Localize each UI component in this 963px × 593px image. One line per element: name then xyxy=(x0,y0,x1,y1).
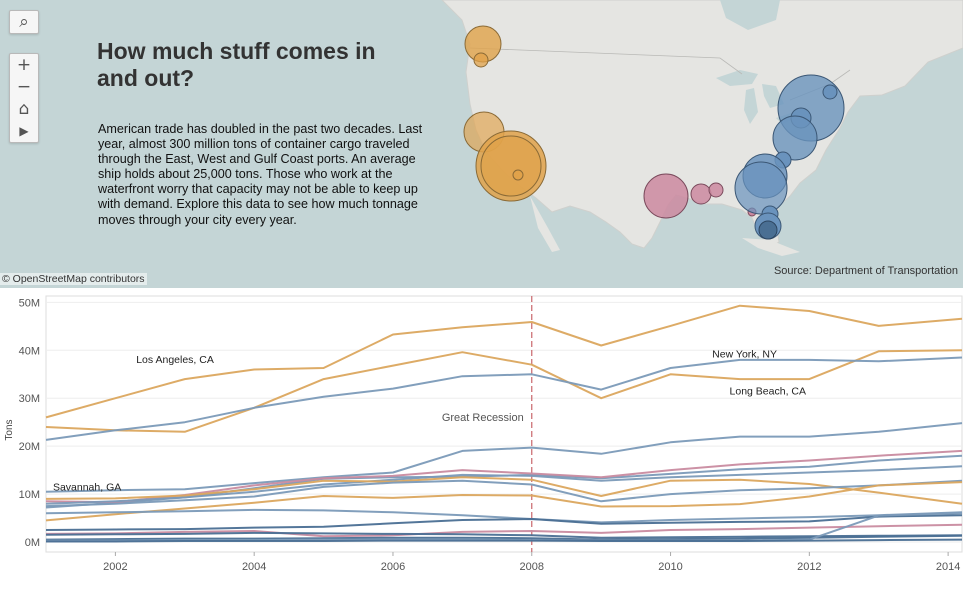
play-icon[interactable]: ▶ xyxy=(19,124,29,138)
series-annotation: New York, NY xyxy=(712,348,777,360)
recession-label: Great Recession xyxy=(442,412,524,424)
map-attribution[interactable]: © OpenStreetMap contributors xyxy=(0,273,147,285)
series-line-3[interactable] xyxy=(45,422,963,493)
series-line-9[interactable] xyxy=(45,481,963,522)
series-line-12[interactable] xyxy=(45,523,963,538)
page-description: American trade has doubled in the past t… xyxy=(98,122,423,227)
chart-axes: 0M 10M 20M 30M 40M 50M 2002 2004 2006 2008 2010 201… xyxy=(4,297,960,573)
series-line-8[interactable] xyxy=(45,479,963,508)
series-line-5[interactable] xyxy=(45,449,963,504)
series-line-14[interactable] xyxy=(45,534,963,541)
port-bubble-houston[interactable] xyxy=(643,173,689,219)
port-bubble-long-beach[interactable] xyxy=(480,135,542,197)
map-zoom-controls: + − ⌂ ▶ xyxy=(9,53,39,143)
x-tick-label: 2004 xyxy=(242,561,266,573)
port-bubble-port-everglades[interactable] xyxy=(758,220,778,240)
port-bubble-new-orleans[interactable] xyxy=(690,183,712,205)
page-title: How much stuff comes in and out? xyxy=(97,38,376,91)
y-tick-label: 30M xyxy=(19,393,40,405)
port-map[interactable]: ⌕ + − ⌂ ▶ How much stuff comes in and ou… xyxy=(0,0,963,288)
series-annotation: Los Angeles, CA xyxy=(136,354,214,366)
chart-annotations: Los Angeles, CA New York, NY Long Beach, C… xyxy=(53,348,806,493)
mexico-baja xyxy=(530,196,560,252)
series-line-11[interactable] xyxy=(45,514,963,531)
map-base xyxy=(441,0,963,256)
series-line-long-beach-ca[interactable] xyxy=(45,349,963,433)
series-line-10[interactable] xyxy=(45,508,963,524)
map-search-control[interactable]: ⌕ xyxy=(9,10,39,34)
y-axis-title: Tons xyxy=(4,419,15,440)
series-annotation: Savannah, GA xyxy=(53,482,121,494)
series-line-new-york-ny[interactable] xyxy=(45,356,963,441)
series-line-7[interactable] xyxy=(45,476,963,505)
chart-series[interactable] xyxy=(45,304,963,543)
lake-michigan xyxy=(744,88,758,124)
series-line-16[interactable] xyxy=(46,538,963,543)
port-bubble-oakland[interactable] xyxy=(512,169,524,181)
recession-reference: Great Recession xyxy=(442,296,533,552)
series-annotation: Long Beach, CA xyxy=(730,385,806,397)
y-tick-label: 20M xyxy=(19,441,40,453)
x-tick-label: 2008 xyxy=(520,561,544,573)
port-bubbles[interactable] xyxy=(0,0,963,288)
port-bubble-boston[interactable] xyxy=(822,84,838,100)
x-tick-label: 2006 xyxy=(381,561,405,573)
tonnage-line-chart[interactable]: 0M 10M 20M 30M 40M 50M 2002 2004 2006 2008 2010 201… xyxy=(0,288,963,593)
series-line-13[interactable] xyxy=(45,531,963,539)
y-tick-label: 10M xyxy=(19,489,40,501)
series-line-los-angeles-ca[interactable] xyxy=(45,304,963,419)
x-tick-label: 2014 xyxy=(936,561,960,573)
zoom-out-button[interactable]: − xyxy=(16,77,32,97)
y-tick-label: 50M xyxy=(19,297,40,309)
search-icon[interactable]: ⌕ xyxy=(19,12,29,32)
x-tick-label: 2002 xyxy=(103,561,127,573)
port-bubble-savannah[interactable] xyxy=(734,161,788,215)
port-bubble-tacoma[interactable] xyxy=(473,52,489,68)
cuba xyxy=(742,238,800,256)
port-bubble-baltimore[interactable] xyxy=(772,115,818,161)
zoom-in-button[interactable]: + xyxy=(16,55,32,75)
x-tick-label: 2010 xyxy=(658,561,682,573)
x-tick-label: 2012 xyxy=(797,561,821,573)
lake-superior xyxy=(716,70,758,86)
data-source: Source: Department of Transportation xyxy=(773,265,958,277)
hudson-bay xyxy=(720,0,780,30)
series-line-6[interactable] xyxy=(45,465,963,505)
home-icon[interactable]: ⌂ xyxy=(18,99,30,119)
y-tick-label: 40M xyxy=(19,345,40,357)
y-tick-label: 0M xyxy=(25,537,40,549)
port-bubble-mobile[interactable] xyxy=(708,182,724,198)
